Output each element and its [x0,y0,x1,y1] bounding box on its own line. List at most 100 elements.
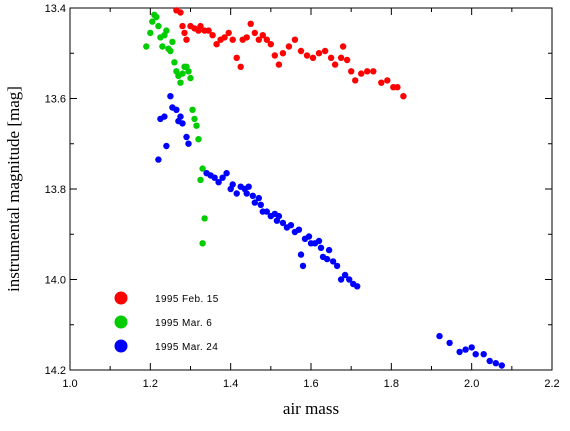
plot-frame [69,7,553,371]
data-point [329,258,337,265]
data-point [185,140,192,147]
data-point [299,262,307,270]
data-point [317,244,325,251]
legend-label: 1995 Mar. 24 [155,342,218,353]
data-point [229,181,236,188]
data-point [247,20,254,27]
data-point [472,351,479,358]
data-point [183,133,190,141]
data-point [209,32,216,39]
x-tick-label: 1.6 [303,378,318,390]
data-point [229,36,236,43]
data-point [201,215,208,222]
data-point [337,54,345,61]
y-tick-label: 14.0 [45,275,66,287]
x-tick-label: 1.4 [223,378,238,390]
data-point [291,36,299,43]
data-point [498,362,505,369]
data-point [271,52,278,59]
y-tick-label: 13.6 [45,94,66,106]
data-point [225,29,232,37]
data-point [279,50,287,57]
data-point [305,233,313,240]
data-point [193,122,200,129]
data-point [187,74,194,82]
data-point [486,357,493,365]
y-tick-label: 14.2 [45,365,66,377]
data-point [378,79,385,86]
data-point [249,192,256,199]
data-point [173,106,180,114]
x-axis-title: air mass [283,399,339,418]
data-point [323,255,331,263]
data-point [143,43,150,50]
data-point [297,47,305,55]
data-point [315,237,323,245]
data-point [153,13,160,21]
data-point [400,93,407,100]
x-tick-label: 2.2 [544,378,559,390]
legend-label: 1995 Feb. 15 [155,294,219,305]
data-point [263,36,270,43]
data-point [384,77,391,84]
data-point [352,77,359,84]
data-point [179,120,186,127]
data-point [155,22,162,30]
data-point [436,332,443,340]
data-point [279,219,287,227]
data-point [147,29,154,37]
axis-tick-labels: 1.0 1.2 1.4 1.6 1.8 2.0 2.2 13.4 13.6 13.8 14.0 14.… [45,3,560,390]
y-tick-label: 13.4 [45,3,66,15]
data-point [219,174,226,181]
data-point [456,348,463,356]
legend-label: 1995 Mar. 6 [155,318,212,329]
y-axis-title: instrumental magnitude [mag] [4,86,23,292]
data-point [446,339,453,347]
data-point [223,170,230,177]
data-point [321,47,329,55]
data-point [333,262,341,270]
data-point [364,68,371,75]
data-point [243,190,250,197]
data-point [179,22,186,30]
data-point [341,271,349,279]
data-point [197,22,204,30]
data-point [257,201,264,208]
data-point [177,79,184,86]
data-point [167,93,174,100]
data-point [295,226,303,233]
data-point [215,179,222,186]
data-point [167,47,174,55]
data-point [251,29,258,37]
data-point [185,68,192,75]
data-point [343,56,351,64]
data-point [163,142,170,150]
x-tick-label: 1.8 [384,378,399,390]
data-point [199,165,206,172]
data-point [177,113,184,120]
data-point [211,174,218,181]
data-point [171,59,178,66]
data-point [233,190,240,197]
data-point [348,68,355,75]
axis-ticks [69,7,553,371]
y-tick-label: 13.8 [45,184,66,196]
data-point [492,360,499,367]
data-point [354,283,361,290]
data-point [339,43,347,50]
data-point [195,136,202,143]
data-point [315,50,323,57]
data-point [259,32,266,39]
data-point [370,68,377,75]
data-point [358,70,365,77]
x-tick-label: 1.2 [143,378,158,390]
data-point [297,251,305,258]
data-point [221,34,228,41]
data-point [163,27,170,34]
data-point [255,194,262,202]
data-points [143,7,505,369]
data-point [263,208,270,215]
data-point [155,156,162,163]
data-point [169,38,176,46]
